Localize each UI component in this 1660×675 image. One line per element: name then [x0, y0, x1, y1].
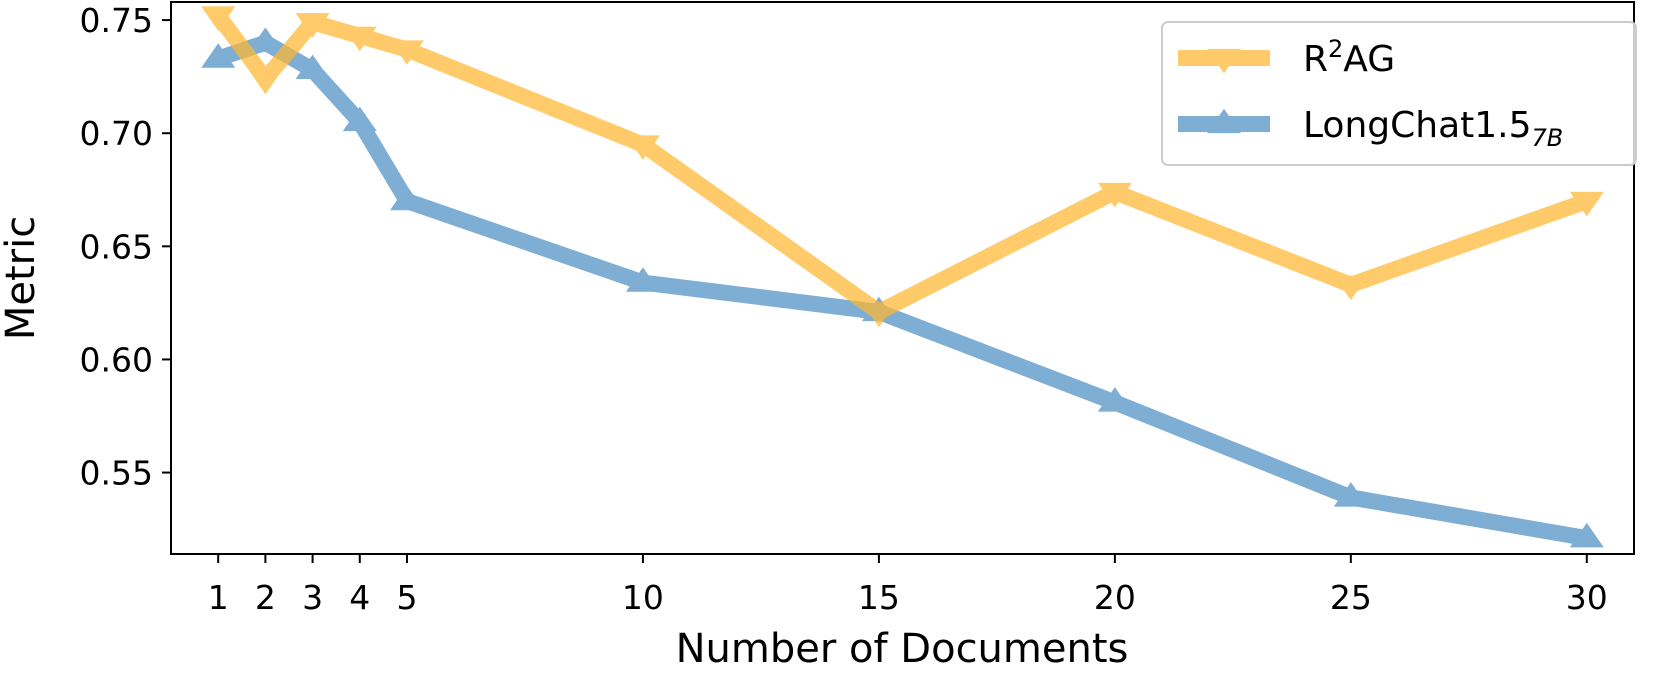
series-r2ag	[201, 6, 1604, 328]
legend-swatch-marker	[1207, 108, 1241, 134]
data-point	[1333, 482, 1368, 507]
legend-r2ag-rest: AG	[1343, 39, 1395, 80]
legend-longchat-main: LongChat1.5	[1303, 105, 1532, 146]
y-tick-label: 0.75	[80, 1, 153, 40]
legend-box	[1161, 21, 1637, 166]
data-point	[1569, 191, 1604, 217]
data-point	[295, 54, 330, 80]
legend: R2AG LongChat1.57B	[1161, 21, 1637, 166]
legend-swatch	[1178, 48, 1270, 74]
x-tick-label: 10	[622, 578, 664, 617]
y-axis-title: Metric	[0, 216, 44, 340]
x-tick-label: 5	[396, 578, 417, 617]
data-point	[1569, 522, 1604, 548]
data-point	[342, 106, 377, 132]
y-tick-label: 0.65	[80, 227, 153, 266]
series-line	[211, 10, 1590, 320]
data-point	[389, 40, 424, 65]
data-point	[248, 69, 283, 95]
x-axis: 1 2 3 4 5 10 15 20 25 30	[208, 554, 1608, 617]
x-tick-label: 3	[302, 578, 323, 617]
x-tick-label: 15	[858, 578, 900, 617]
data-point	[248, 27, 283, 52]
series-layer	[201, 6, 1604, 548]
data-point	[1097, 387, 1132, 412]
data-point	[201, 43, 236, 68]
plot-frame	[170, 1, 1635, 555]
data-point	[1097, 182, 1132, 208]
data-point	[295, 13, 330, 38]
y-tick-label: 0.55	[80, 454, 153, 493]
legend-label-r2ag: R2AG	[1303, 35, 1395, 80]
data-point	[342, 26, 377, 52]
data-point	[201, 6, 236, 31]
data-point	[861, 302, 896, 328]
legend-label-longchat: LongChat1.57B	[1303, 105, 1563, 152]
legend-swatch-marker	[1207, 48, 1241, 74]
legend-r2ag-sup: 2	[1328, 35, 1343, 63]
legend-longchat-sub: 7B	[1532, 124, 1564, 152]
legend-swatch	[1178, 108, 1270, 134]
legend-r2ag-main: R	[1303, 39, 1328, 80]
x-tick-label: 30	[1566, 578, 1608, 617]
x-tick-label: 25	[1330, 578, 1372, 617]
x-axis-title: Number of Documents	[676, 626, 1129, 672]
x-tick-label: 2	[255, 578, 276, 617]
x-tick-label: 1	[208, 578, 229, 617]
data-point	[625, 135, 660, 160]
y-tick-label: 0.60	[80, 340, 153, 379]
y-tick-label: 0.70	[80, 114, 153, 153]
x-tick-label: 4	[349, 578, 370, 617]
data-point	[389, 185, 424, 211]
y-axis: 0.55 0.60 0.65 0.70 0.75	[80, 1, 171, 493]
data-point	[1333, 275, 1368, 301]
x-tick-label: 20	[1094, 578, 1136, 617]
data-point	[625, 267, 660, 292]
